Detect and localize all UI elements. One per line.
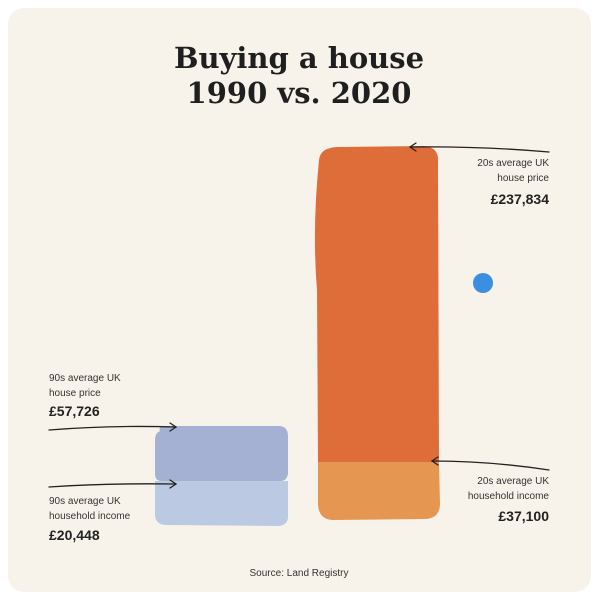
label-1990-house-price-line-1: 90s average UK [49, 373, 121, 384]
bar-1990-household-income [155, 481, 288, 526]
value-1990-house-price: £57,726 [49, 403, 100, 419]
label-1990-household-income-line-2: household income [49, 511, 131, 522]
label-2020-house-price-line-2: house price [497, 173, 549, 184]
arrow-head-1990-house-price [169, 422, 178, 432]
arrow-head-2020-household-income [430, 456, 439, 466]
arrow-head-1990-household-income [169, 479, 178, 489]
label-1990-household-income-line-1: 90s average UK [49, 496, 121, 507]
label-2020-house-price-line-1: 20s average UK [477, 158, 549, 169]
value-1990-household-income: £20,448 [49, 527, 100, 543]
value-2020-household-income: £37,100 [498, 508, 549, 524]
decorative-dot [473, 273, 493, 293]
chart-title-line-1: Buying a house [174, 41, 424, 75]
chart-card [8, 8, 591, 592]
label-2020-household-income-line-2: household income [468, 491, 550, 502]
label-1990-house-price-line-2: house price [49, 388, 101, 399]
bar-2020-house-price [314, 146, 439, 462]
arrow-head-2020-house-price [408, 142, 417, 152]
bar-2020-household-income [318, 462, 440, 520]
arrow-1990-household-income [48, 483, 177, 488]
label-2020-household-income-line-1: 20s average UK [477, 476, 549, 487]
arrow-2020-household-income [431, 460, 550, 471]
arrow-1990-house-price [48, 425, 177, 431]
source-note: Source: Land Registry [250, 568, 349, 579]
value-2020-house-price: £237,834 [491, 191, 550, 207]
bar-1990-house-price [155, 426, 288, 481]
chart-title-line-2: 1990 vs. 2020 [187, 76, 412, 110]
arrow-2020-house-price [409, 146, 550, 153]
